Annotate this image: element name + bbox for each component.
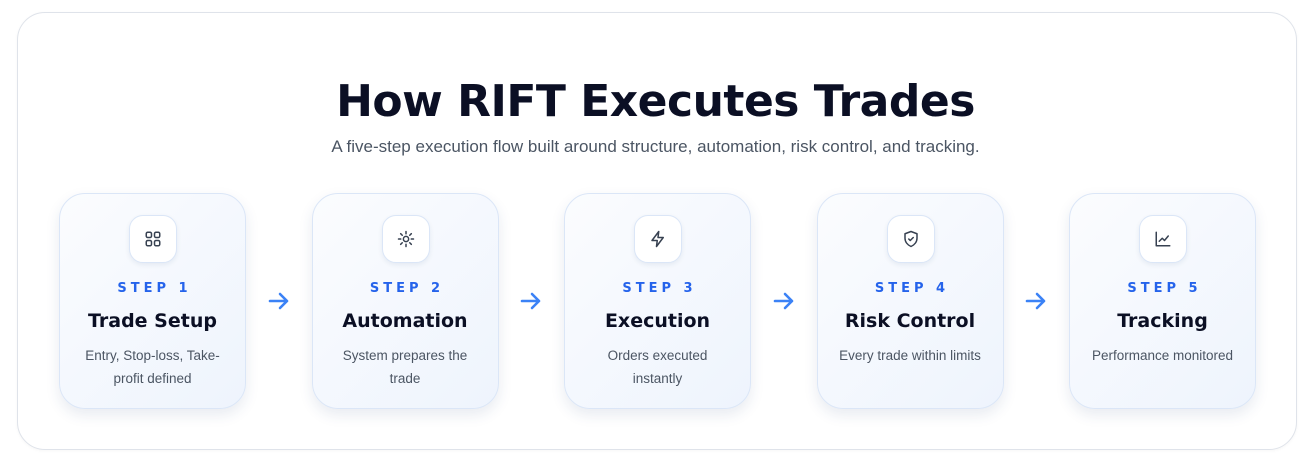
step-card-5: STEP 5 Tracking Performance monitored (1069, 193, 1256, 409)
step-label: STEP 2 (369, 281, 445, 296)
step-label: STEP 1 (117, 281, 192, 296)
arrow-right-icon (518, 288, 544, 314)
sun-gear-icon (381, 215, 430, 263)
step-description: Performance monitored (1091, 348, 1234, 363)
step-title: Risk Control (844, 310, 976, 332)
arrow-right-icon (266, 288, 292, 314)
step-title: Automation (342, 310, 468, 332)
lightning-icon (634, 215, 682, 263)
step-card-3: STEP 3 Execution Orders executed instant… (564, 193, 751, 409)
step-title: Execution (604, 310, 711, 332)
step-description: System prepares the trade (342, 348, 468, 386)
step-card-4: STEP 4 Risk Control Every trade within l… (816, 193, 1004, 409)
step-description: Orders executed instantly (607, 348, 708, 386)
arrow-right-icon (1023, 288, 1049, 314)
step-label: STEP 5 (1127, 281, 1202, 296)
step-description: Every trade within limits (839, 348, 981, 363)
page-title: How RIFT Executes Trades (336, 76, 975, 127)
chart-line-icon (1139, 215, 1187, 263)
arrow-right-icon (771, 288, 797, 314)
step-title: Tracking (1117, 310, 1208, 332)
step-label: STEP 4 (874, 281, 950, 296)
steps-row: STEP 1 Trade Setup Entry, Stop-loss, Tak… (59, 193, 1256, 409)
page-subtitle: A five-step execution flow built around … (331, 137, 980, 156)
step-card-1: STEP 1 Trade Setup Entry, Stop-loss, Tak… (59, 193, 246, 409)
step-card-2: STEP 2 Automation System prepares the tr… (311, 193, 499, 409)
step-description: Entry, Stop-loss, Take-profit defined (85, 348, 220, 386)
step-title: Trade Setup (88, 310, 217, 332)
shield-check-icon (886, 215, 935, 263)
step-label: STEP 3 (622, 281, 697, 296)
grid-icon (129, 215, 177, 263)
